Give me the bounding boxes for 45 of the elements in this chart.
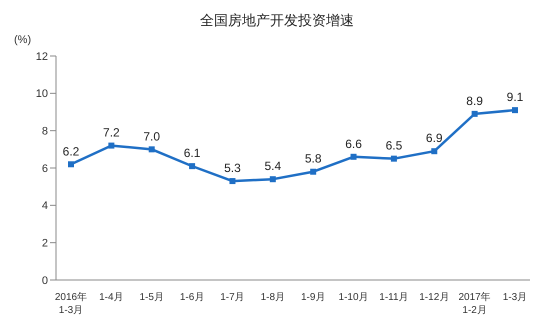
x-tick-label: 1-6月 xyxy=(180,292,204,303)
y-tick-label: 2 xyxy=(42,238,48,250)
data-label: 8.9 xyxy=(466,94,484,108)
data-label: 5.8 xyxy=(304,152,322,166)
data-label: 5.3 xyxy=(224,161,242,176)
data-label: 7.2 xyxy=(103,126,120,140)
y-tick-label: 8 xyxy=(42,126,48,138)
point xyxy=(390,156,397,162)
y-tick-label: 6 xyxy=(42,162,48,175)
x-tick-label: 1-7月 xyxy=(220,292,245,303)
y-tick-label: 10 xyxy=(36,88,48,100)
x-tick-label: 1-8月 xyxy=(260,292,286,303)
data-label: 6.5 xyxy=(386,138,403,153)
y-axis-title: (%) xyxy=(14,34,32,46)
data-label: 6.1 xyxy=(184,146,201,160)
point xyxy=(310,168,316,175)
x-tick-label: 1-9月 xyxy=(300,292,326,303)
data-label: 6.6 xyxy=(345,136,362,151)
y-tick-label: 12 xyxy=(36,50,48,63)
y-tick-label: 0 xyxy=(42,274,48,287)
point xyxy=(108,142,114,149)
point xyxy=(512,107,518,114)
x-tick-label: 1-4月 xyxy=(99,292,124,303)
data-label: 6.2 xyxy=(62,144,80,158)
data-label: 7.0 xyxy=(143,129,160,144)
data-label: 6.9 xyxy=(426,131,443,146)
x-tick-label: 1-12月 xyxy=(419,292,450,303)
x-tick-label: 2016年 1-3月 xyxy=(54,291,88,316)
data-label: 5.4 xyxy=(264,159,282,174)
x-tick-label: 1-10月 xyxy=(338,292,369,303)
point xyxy=(431,148,438,154)
y-tick-label: 4 xyxy=(42,200,48,212)
point xyxy=(350,154,357,160)
point xyxy=(189,163,196,170)
x-tick-label: 2017年 1-2月 xyxy=(458,291,491,316)
point xyxy=(68,161,74,168)
data-label: 9.1 xyxy=(506,90,524,104)
point xyxy=(270,176,276,182)
point xyxy=(148,146,155,152)
x-tick-label: 1-11月 xyxy=(379,292,409,303)
chart-title: 全国房地产开发投资增速 xyxy=(199,12,355,30)
point xyxy=(229,178,236,184)
x-tick-label: 1-5月 xyxy=(140,292,164,303)
point xyxy=(472,110,478,117)
x-tick-label: 1-3月 xyxy=(502,292,528,303)
